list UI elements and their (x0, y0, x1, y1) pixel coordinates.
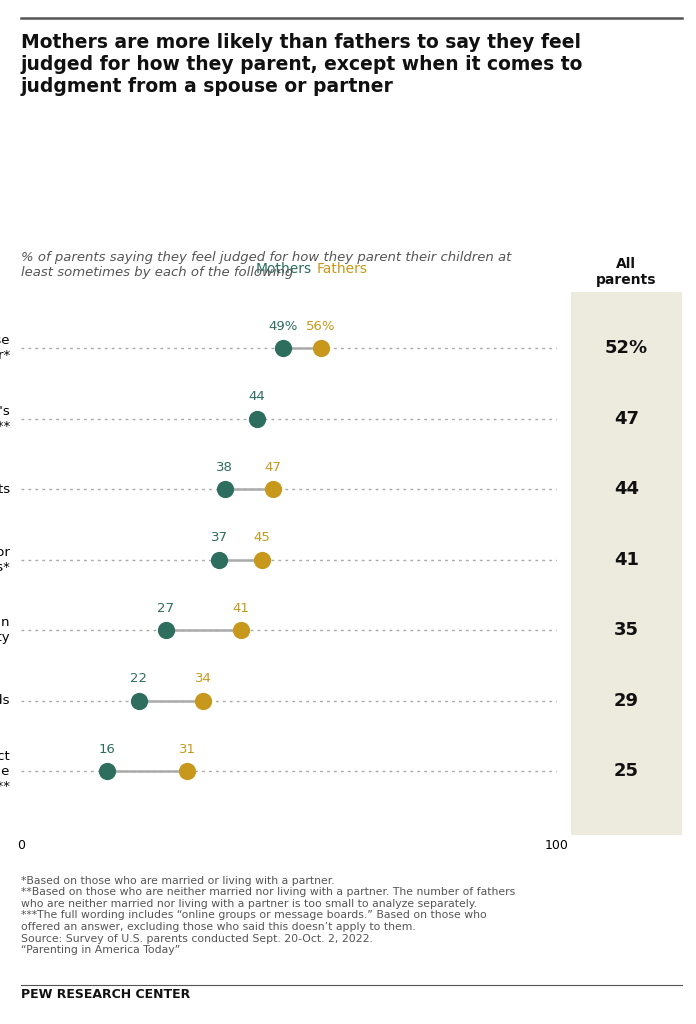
Text: 29: 29 (614, 691, 639, 710)
Text: 44: 44 (248, 390, 265, 403)
Text: 27: 27 (157, 602, 174, 614)
Text: 25: 25 (614, 762, 639, 780)
Text: Fathers: Fathers (317, 262, 368, 276)
Point (214, 552, 225, 568)
Text: Mothers: Mothers (255, 262, 312, 276)
Point (133, 692, 144, 709)
Point (278, 340, 289, 356)
Text: 34: 34 (195, 672, 212, 685)
Point (251, 411, 262, 427)
Text: 52%: 52% (605, 339, 648, 357)
Text: 49%: 49% (269, 319, 298, 333)
Text: 37: 37 (211, 531, 228, 544)
Point (160, 622, 171, 638)
Text: 56%: 56% (306, 319, 335, 333)
Text: Mothers are more likely than fathers to say they feel
judged for how they parent: Mothers are more likely than fathers to … (21, 33, 583, 96)
Text: 41: 41 (614, 551, 639, 568)
Text: 16: 16 (98, 742, 115, 756)
Point (267, 481, 278, 498)
Point (257, 552, 268, 568)
Point (219, 481, 230, 498)
Text: 38: 38 (216, 461, 233, 474)
Text: 45: 45 (253, 531, 271, 544)
Point (315, 340, 326, 356)
Text: 22: 22 (130, 672, 148, 685)
Text: PEW RESEARCH CENTER: PEW RESEARCH CENTER (21, 988, 190, 1001)
Text: 44: 44 (614, 480, 639, 499)
Text: 47: 47 (614, 410, 639, 428)
Point (101, 763, 112, 779)
Text: All
parents: All parents (596, 257, 656, 287)
Text: 31: 31 (178, 742, 196, 756)
Text: 47: 47 (264, 461, 281, 474)
Point (198, 692, 209, 709)
Text: 41: 41 (232, 602, 249, 614)
Text: % of parents saying they feel judged for how they parent their children at
least: % of parents saying they feel judged for… (21, 251, 512, 279)
Point (182, 763, 193, 779)
Text: *Based on those who are married or living with a partner.
**Based on those who a: *Based on those who are married or livin… (21, 876, 515, 955)
Text: 35: 35 (614, 622, 639, 639)
Point (235, 622, 246, 638)
